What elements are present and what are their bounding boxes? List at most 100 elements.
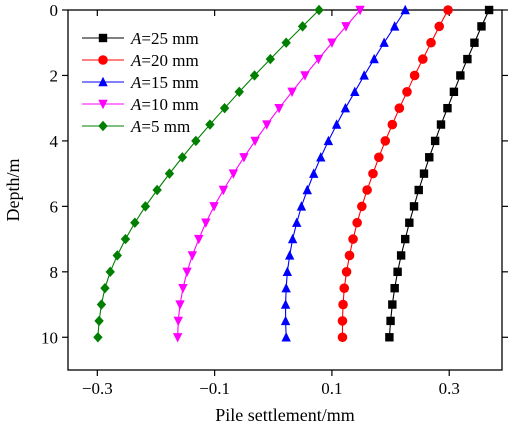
axis-ticks: −0.3 −0.1 0.1 0.3 0 2 4 6 8 10 [41, 1, 508, 398]
data-point [396, 251, 406, 260]
data-point [355, 5, 365, 16]
data-point [443, 5, 453, 15]
legend-marker [98, 33, 108, 43]
plot-frame [67, 9, 503, 371]
data-point [368, 168, 378, 179]
legend-label: A=15 mm [130, 73, 199, 92]
data-point [389, 21, 400, 31]
data-point [201, 218, 211, 228]
data-point [130, 217, 140, 228]
data-point [331, 119, 342, 129]
legend-marker [98, 120, 108, 132]
data-point [302, 184, 312, 195]
data-point [341, 267, 352, 277]
data-point [402, 87, 412, 97]
data-point [341, 22, 351, 32]
data-point [409, 202, 419, 211]
data-point [470, 38, 479, 47]
data-point [219, 102, 230, 114]
data-point [484, 5, 494, 15]
data-point [194, 234, 204, 245]
series-layer [93, 4, 494, 343]
data-point [218, 185, 229, 196]
data-point [100, 282, 110, 294]
x-tick-label: −0.1 [199, 379, 230, 398]
data-point [282, 266, 293, 277]
legend-label: A=10 mm [130, 95, 199, 114]
data-point [323, 135, 334, 146]
series-4 [172, 5, 365, 343]
data-point [357, 201, 367, 212]
data-point [380, 136, 391, 146]
series-3 [280, 4, 410, 342]
series-5 [93, 4, 324, 343]
data-point [369, 53, 379, 64]
data-point [352, 217, 362, 228]
data-point [120, 233, 131, 245]
data-point [456, 71, 465, 80]
series-2 [337, 5, 453, 343]
x-axis-label: Pile settlement/mm [215, 405, 354, 425]
y-tick-label: 4 [50, 132, 59, 151]
data-point [112, 250, 122, 261]
data-point [205, 119, 215, 130]
legend-marker [98, 99, 108, 110]
data-point [340, 102, 351, 113]
legend-marker [98, 76, 108, 87]
legend-label: A=25 mm [130, 29, 199, 48]
data-point [409, 70, 420, 81]
data-point [426, 37, 436, 48]
y-tick-label: 2 [50, 66, 59, 85]
data-point [394, 103, 405, 113]
legend-entry: A=10 mm [82, 95, 199, 114]
data-point [281, 37, 291, 48]
data-point [316, 152, 326, 162]
data-point [309, 168, 319, 178]
data-point [337, 316, 348, 326]
data-point [280, 315, 291, 326]
data-point [187, 251, 198, 261]
data-point [386, 316, 395, 326]
data-point [96, 299, 107, 310]
data-point [449, 87, 459, 97]
data-point [338, 299, 348, 310]
data-point [234, 86, 244, 98]
data-point [359, 70, 369, 80]
data-point [477, 22, 486, 31]
data-point [393, 267, 402, 277]
series-1 [385, 5, 494, 342]
legend-entry: A=5 mm [82, 117, 190, 136]
data-point [362, 185, 372, 195]
data-point [297, 21, 308, 32]
data-point [419, 169, 429, 178]
legend-entry: A=20 mm [82, 51, 199, 70]
legend-marker [98, 55, 108, 65]
data-point [327, 38, 337, 48]
data-point [182, 267, 192, 278]
data-point [265, 53, 276, 65]
data-point [385, 333, 394, 342]
data-point [209, 202, 219, 212]
data-point [348, 234, 358, 244]
data-point [280, 299, 291, 309]
data-point [281, 282, 291, 293]
legend-label: A=20 mm [130, 51, 199, 70]
data-point [93, 332, 103, 343]
data-point [172, 333, 183, 343]
data-point [178, 283, 188, 294]
data-point [262, 120, 272, 130]
series-line [388, 9, 490, 338]
y-tick-label: 6 [50, 197, 59, 216]
data-point [296, 201, 307, 211]
data-point [249, 70, 260, 81]
data-point [390, 283, 399, 293]
data-point [350, 86, 360, 97]
data-point [175, 300, 185, 310]
data-point [300, 71, 310, 81]
data-point [434, 21, 445, 32]
data-point [164, 168, 175, 179]
y-tick-label: 10 [41, 328, 58, 347]
data-point [239, 153, 249, 163]
data-point [94, 315, 104, 327]
legend-label: A=5 mm [130, 117, 190, 136]
